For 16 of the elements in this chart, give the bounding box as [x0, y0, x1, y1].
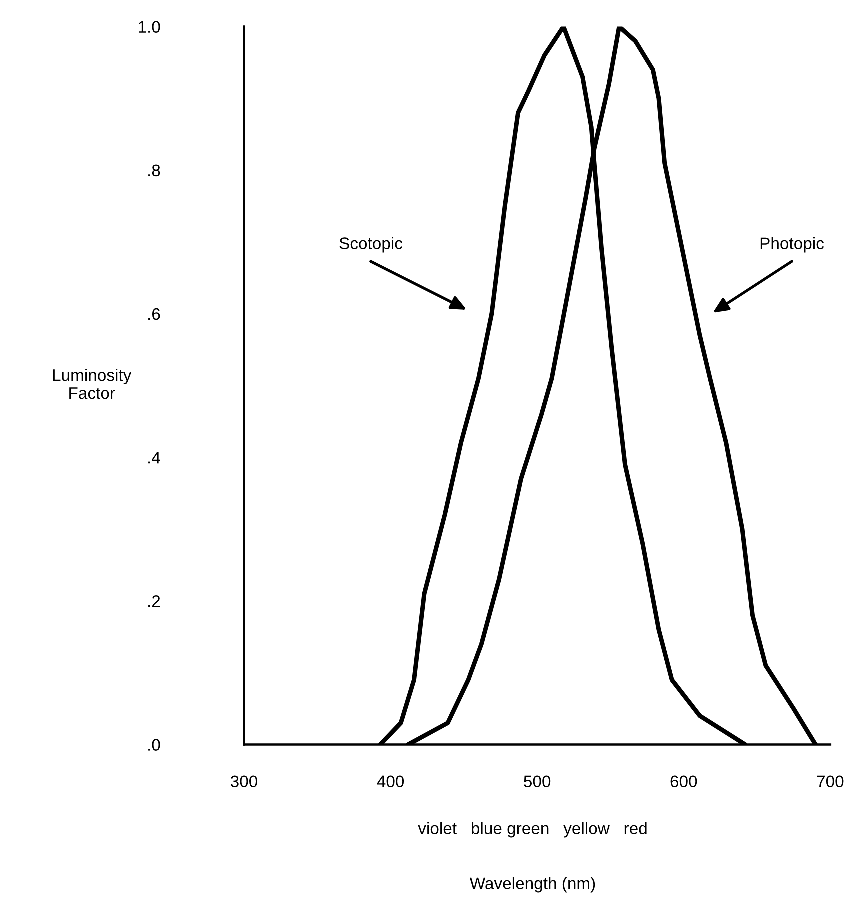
y-tick-label: .4: [148, 452, 160, 464]
x-tick-label: 500: [524, 776, 551, 788]
x-tick-label: 300: [230, 776, 258, 788]
y-tick-label: .2: [148, 596, 160, 608]
x-tick-label: 600: [670, 776, 698, 788]
text: Wavelength (nm): [470, 877, 596, 893]
y-tick-label: 1.0: [139, 21, 160, 33]
annotation: Scotopic: [340, 237, 403, 253]
x-tick-label: 700: [817, 776, 844, 788]
y-tick-label: .0: [148, 739, 160, 751]
y-axis-title: Luminosity Factor: [53, 369, 132, 400]
y-tick-label: .8: [148, 164, 160, 177]
x-tick-label: 400: [377, 776, 404, 788]
y-tick-label: .6: [148, 308, 160, 320]
annotation: Photopic: [760, 237, 824, 253]
text: violet blue green yellow red: [418, 822, 647, 838]
